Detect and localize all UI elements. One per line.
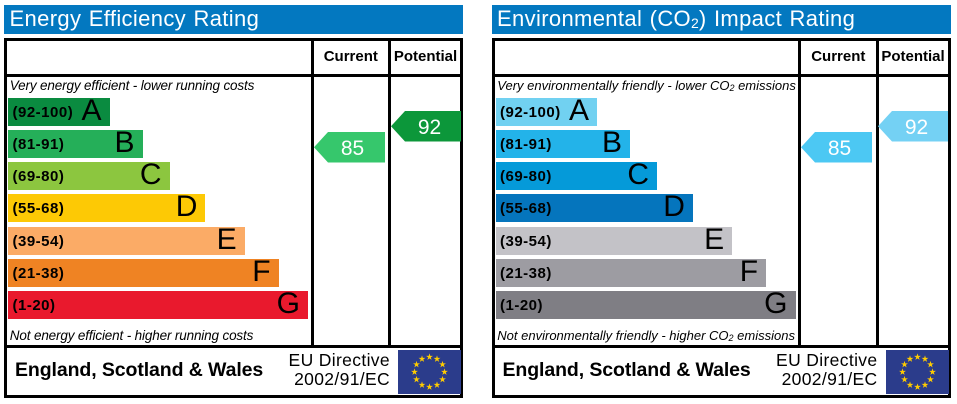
svg-text:92: 92 [905,116,928,139]
svg-text:85: 85 [828,137,851,160]
svg-text:85: 85 [340,137,363,160]
svg-text:92: 92 [417,116,440,139]
